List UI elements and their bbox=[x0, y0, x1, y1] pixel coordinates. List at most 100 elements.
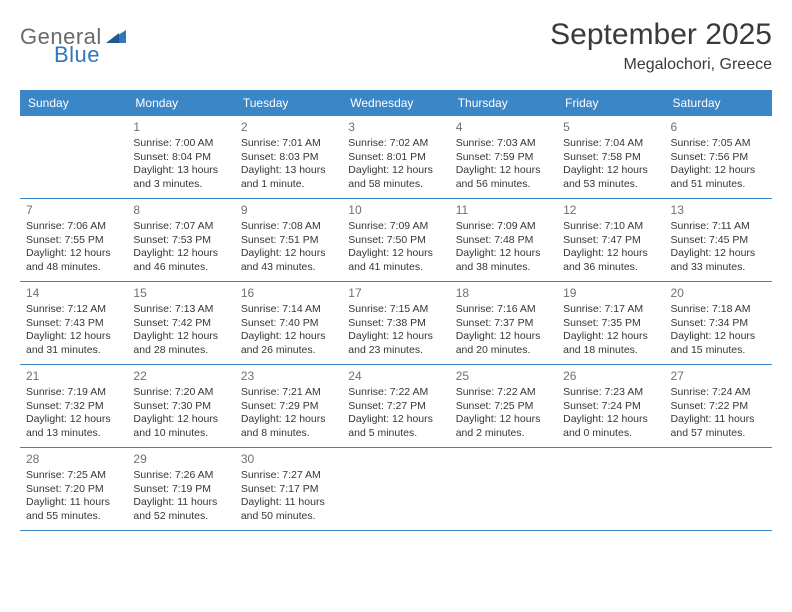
sunrise-label: Sunrise: 7:19 AM bbox=[26, 386, 121, 399]
sunrise-label: Sunrise: 7:27 AM bbox=[241, 469, 336, 482]
daylight-label: Daylight: 11 hours and 55 minutes. bbox=[26, 496, 121, 523]
day-cell: 18Sunrise: 7:16 AMSunset: 7:37 PMDayligh… bbox=[450, 282, 557, 364]
day-cell: 26Sunrise: 7:23 AMSunset: 7:24 PMDayligh… bbox=[557, 365, 664, 447]
day-number: 16 bbox=[241, 286, 336, 301]
day-cell: 27Sunrise: 7:24 AMSunset: 7:22 PMDayligh… bbox=[665, 365, 772, 447]
sunset-label: Sunset: 7:43 PM bbox=[26, 317, 121, 330]
day-cell bbox=[342, 448, 449, 530]
sunrise-label: Sunrise: 7:17 AM bbox=[563, 303, 658, 316]
sunset-label: Sunset: 7:25 PM bbox=[456, 400, 551, 413]
header: General September 2025 Megalochori, Gree… bbox=[20, 18, 772, 74]
sunset-label: Sunset: 7:59 PM bbox=[456, 151, 551, 164]
day-cell bbox=[557, 448, 664, 530]
day-number: 6 bbox=[671, 120, 766, 135]
day-cell: 7Sunrise: 7:06 AMSunset: 7:55 PMDaylight… bbox=[20, 199, 127, 281]
daylight-label: Daylight: 13 hours and 1 minute. bbox=[241, 164, 336, 191]
daylight-label: Daylight: 12 hours and 38 minutes. bbox=[456, 247, 551, 274]
sunset-label: Sunset: 7:55 PM bbox=[26, 234, 121, 247]
sunrise-label: Sunrise: 7:16 AM bbox=[456, 303, 551, 316]
sunrise-label: Sunrise: 7:24 AM bbox=[671, 386, 766, 399]
sunrise-label: Sunrise: 7:00 AM bbox=[133, 137, 228, 150]
sunrise-label: Sunrise: 7:22 AM bbox=[348, 386, 443, 399]
day-cell bbox=[665, 448, 772, 530]
day-number: 4 bbox=[456, 120, 551, 135]
sunset-label: Sunset: 7:24 PM bbox=[563, 400, 658, 413]
day-cell: 25Sunrise: 7:22 AMSunset: 7:25 PMDayligh… bbox=[450, 365, 557, 447]
daylight-label: Daylight: 12 hours and 51 minutes. bbox=[671, 164, 766, 191]
day-number: 29 bbox=[133, 452, 228, 467]
weeks-container: 1Sunrise: 7:00 AMSunset: 8:04 PMDaylight… bbox=[20, 116, 772, 531]
daylight-label: Daylight: 12 hours and 31 minutes. bbox=[26, 330, 121, 357]
day-cell: 5Sunrise: 7:04 AMSunset: 7:58 PMDaylight… bbox=[557, 116, 664, 198]
day-cell: 1Sunrise: 7:00 AMSunset: 8:04 PMDaylight… bbox=[127, 116, 234, 198]
day-number: 13 bbox=[671, 203, 766, 218]
daylight-label: Daylight: 12 hours and 18 minutes. bbox=[563, 330, 658, 357]
week-row: 1Sunrise: 7:00 AMSunset: 8:04 PMDaylight… bbox=[20, 116, 772, 199]
day-number: 15 bbox=[133, 286, 228, 301]
daylight-label: Daylight: 12 hours and 43 minutes. bbox=[241, 247, 336, 274]
sunrise-label: Sunrise: 7:06 AM bbox=[26, 220, 121, 233]
sunset-label: Sunset: 8:03 PM bbox=[241, 151, 336, 164]
day-number: 26 bbox=[563, 369, 658, 384]
daylight-label: Daylight: 12 hours and 36 minutes. bbox=[563, 247, 658, 274]
day-number: 11 bbox=[456, 203, 551, 218]
sunrise-label: Sunrise: 7:18 AM bbox=[671, 303, 766, 316]
title-block: September 2025 Megalochori, Greece bbox=[550, 18, 772, 74]
day-cell: 14Sunrise: 7:12 AMSunset: 7:43 PMDayligh… bbox=[20, 282, 127, 364]
sunrise-label: Sunrise: 7:03 AM bbox=[456, 137, 551, 150]
sunset-label: Sunset: 7:38 PM bbox=[348, 317, 443, 330]
day-header-row: SundayMondayTuesdayWednesdayThursdayFrid… bbox=[20, 90, 772, 116]
sunrise-label: Sunrise: 7:01 AM bbox=[241, 137, 336, 150]
location-label: Megalochori, Greece bbox=[550, 56, 772, 74]
day-cell: 16Sunrise: 7:14 AMSunset: 7:40 PMDayligh… bbox=[235, 282, 342, 364]
sunrise-label: Sunrise: 7:22 AM bbox=[456, 386, 551, 399]
day-cell bbox=[20, 116, 127, 198]
daylight-label: Daylight: 12 hours and 41 minutes. bbox=[348, 247, 443, 274]
day-number: 25 bbox=[456, 369, 551, 384]
daylight-label: Daylight: 12 hours and 5 minutes. bbox=[348, 413, 443, 440]
day-cell: 4Sunrise: 7:03 AMSunset: 7:59 PMDaylight… bbox=[450, 116, 557, 198]
sunrise-label: Sunrise: 7:20 AM bbox=[133, 386, 228, 399]
sunset-label: Sunset: 7:19 PM bbox=[133, 483, 228, 496]
sunrise-label: Sunrise: 7:21 AM bbox=[241, 386, 336, 399]
sunset-label: Sunset: 7:37 PM bbox=[456, 317, 551, 330]
day-header-friday: Friday bbox=[557, 90, 664, 116]
daylight-label: Daylight: 12 hours and 8 minutes. bbox=[241, 413, 336, 440]
day-cell: 2Sunrise: 7:01 AMSunset: 8:03 PMDaylight… bbox=[235, 116, 342, 198]
sunset-label: Sunset: 7:45 PM bbox=[671, 234, 766, 247]
sunset-label: Sunset: 7:50 PM bbox=[348, 234, 443, 247]
day-cell: 30Sunrise: 7:27 AMSunset: 7:17 PMDayligh… bbox=[235, 448, 342, 530]
sunset-label: Sunset: 7:48 PM bbox=[456, 234, 551, 247]
sunrise-label: Sunrise: 7:10 AM bbox=[563, 220, 658, 233]
logo-triangle-icon bbox=[106, 27, 126, 48]
day-number: 30 bbox=[241, 452, 336, 467]
day-header-thursday: Thursday bbox=[450, 90, 557, 116]
sunrise-label: Sunrise: 7:25 AM bbox=[26, 469, 121, 482]
day-cell: 13Sunrise: 7:11 AMSunset: 7:45 PMDayligh… bbox=[665, 199, 772, 281]
day-header-wednesday: Wednesday bbox=[342, 90, 449, 116]
day-number: 3 bbox=[348, 120, 443, 135]
day-cell: 21Sunrise: 7:19 AMSunset: 7:32 PMDayligh… bbox=[20, 365, 127, 447]
sunset-label: Sunset: 7:27 PM bbox=[348, 400, 443, 413]
sunrise-label: Sunrise: 7:05 AM bbox=[671, 137, 766, 150]
day-number: 12 bbox=[563, 203, 658, 218]
sunrise-label: Sunrise: 7:14 AM bbox=[241, 303, 336, 316]
daylight-label: Daylight: 12 hours and 23 minutes. bbox=[348, 330, 443, 357]
sunset-label: Sunset: 7:17 PM bbox=[241, 483, 336, 496]
week-row: 28Sunrise: 7:25 AMSunset: 7:20 PMDayligh… bbox=[20, 448, 772, 531]
day-cell: 22Sunrise: 7:20 AMSunset: 7:30 PMDayligh… bbox=[127, 365, 234, 447]
day-cell: 20Sunrise: 7:18 AMSunset: 7:34 PMDayligh… bbox=[665, 282, 772, 364]
daylight-label: Daylight: 12 hours and 28 minutes. bbox=[133, 330, 228, 357]
sunrise-label: Sunrise: 7:23 AM bbox=[563, 386, 658, 399]
day-number: 17 bbox=[348, 286, 443, 301]
day-cell: 11Sunrise: 7:09 AMSunset: 7:48 PMDayligh… bbox=[450, 199, 557, 281]
sunset-label: Sunset: 8:04 PM bbox=[133, 151, 228, 164]
sunset-label: Sunset: 7:35 PM bbox=[563, 317, 658, 330]
day-number: 5 bbox=[563, 120, 658, 135]
daylight-label: Daylight: 11 hours and 52 minutes. bbox=[133, 496, 228, 523]
daylight-label: Daylight: 12 hours and 10 minutes. bbox=[133, 413, 228, 440]
day-cell: 29Sunrise: 7:26 AMSunset: 7:19 PMDayligh… bbox=[127, 448, 234, 530]
day-number: 7 bbox=[26, 203, 121, 218]
daylight-label: Daylight: 12 hours and 53 minutes. bbox=[563, 164, 658, 191]
day-header-saturday: Saturday bbox=[665, 90, 772, 116]
